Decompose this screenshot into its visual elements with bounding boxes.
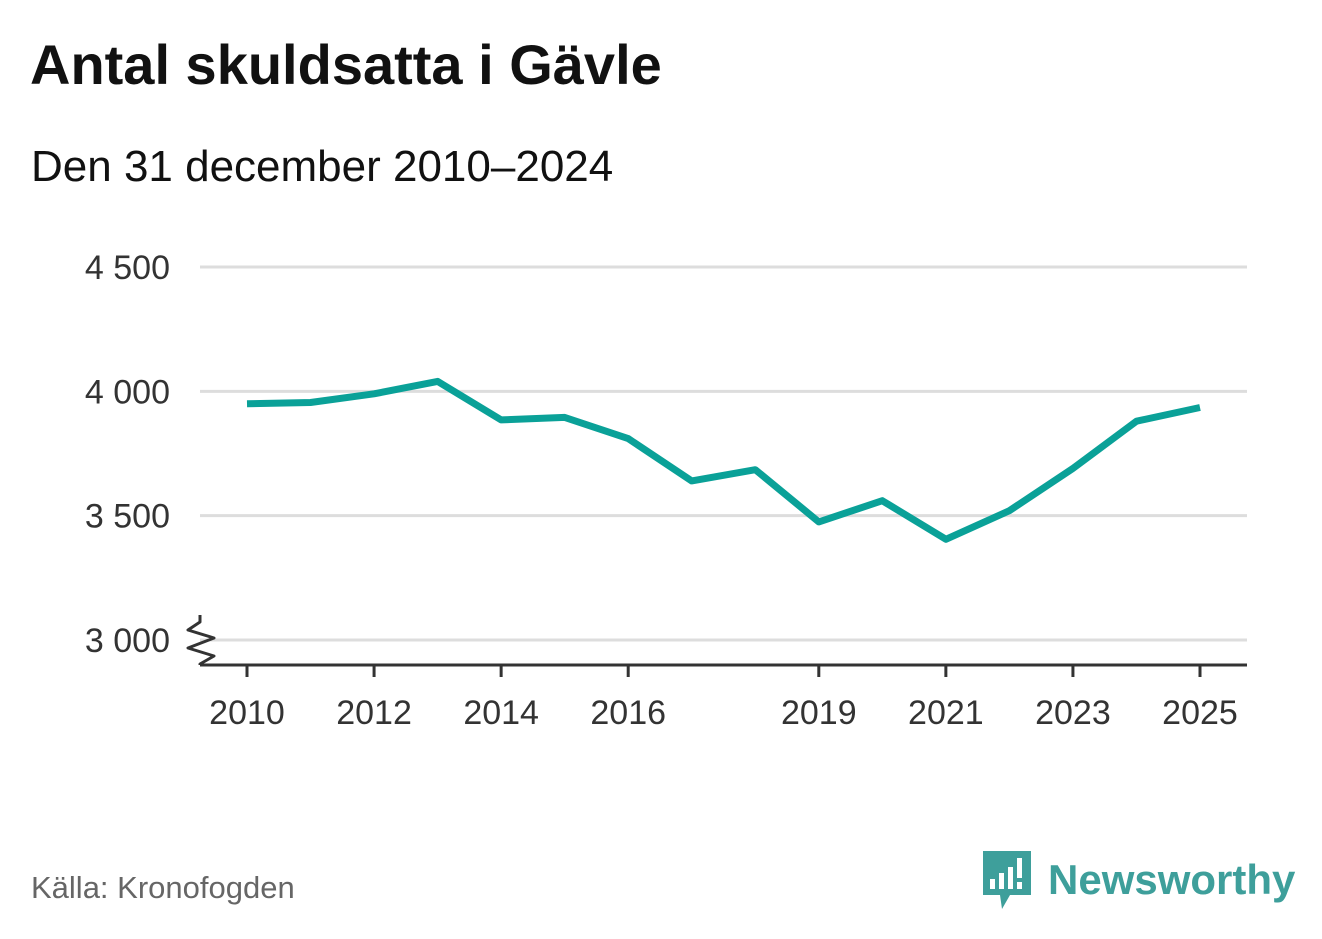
grid-lines xyxy=(200,265,1247,642)
x-tick-label: 2025 xyxy=(1162,694,1238,732)
x-tick-label: 2014 xyxy=(463,694,539,732)
series-line xyxy=(246,377,1201,543)
chart-subtitle: Den 31 december 2010–2024 xyxy=(31,142,614,191)
x-tick-label: 2019 xyxy=(781,694,857,732)
series-layer xyxy=(246,377,1201,543)
x-axis-labels: 2010 2012 2014 2016 2019 2021 2023 2025 xyxy=(209,694,1238,732)
x-tick-label: 2023 xyxy=(1035,694,1111,732)
x-tick-label: 2021 xyxy=(908,694,984,732)
x-axis xyxy=(186,615,1247,677)
axis-break-mark xyxy=(186,615,216,666)
brand-name: Newsworthy xyxy=(1048,856,1296,903)
y-axis-labels: 3 000 3 500 4 000 4 500 xyxy=(85,249,170,660)
y-tick-label: 3 000 xyxy=(85,622,170,660)
x-tick-label: 2016 xyxy=(590,694,666,732)
y-tick-label: 3 500 xyxy=(85,498,170,536)
source-note: Källa: Kronofogden xyxy=(31,870,295,905)
y-tick-label: 4 500 xyxy=(85,249,170,287)
brand: Newsworthy xyxy=(980,848,1295,912)
x-tick-label: 2012 xyxy=(336,694,412,732)
x-tick-label: 2010 xyxy=(209,694,285,732)
y-tick-label: 4 000 xyxy=(85,373,170,411)
newsworthy-logo-icon xyxy=(983,851,1031,909)
chart-title: Antal skuldsatta i Gävle xyxy=(30,33,662,96)
